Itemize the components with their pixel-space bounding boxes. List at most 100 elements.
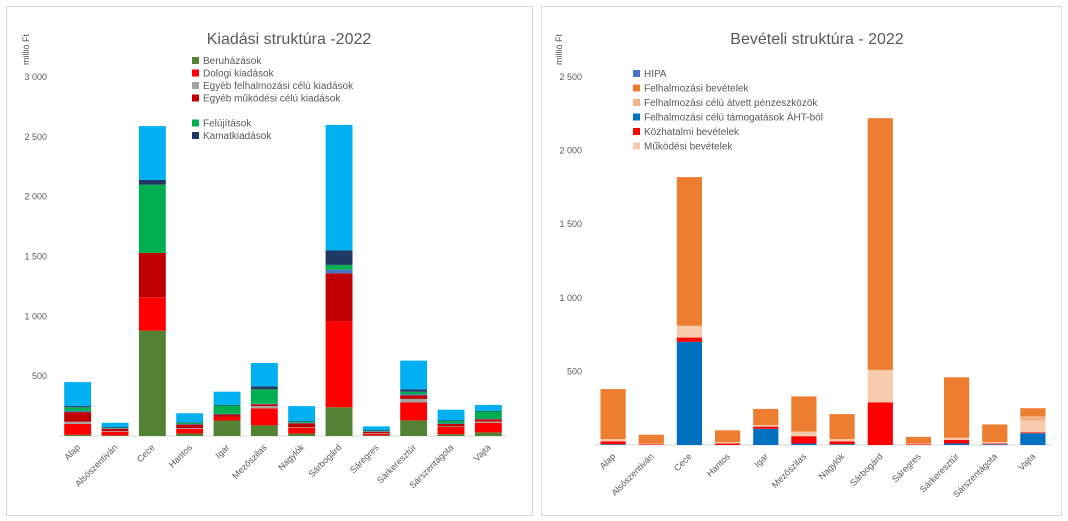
legend-swatch [192, 94, 199, 102]
bar-segment [867, 402, 893, 445]
bar-segment [325, 273, 353, 322]
bar-segment [288, 427, 316, 434]
bar-segment [362, 433, 390, 436]
x-category-label: Igar [752, 451, 770, 469]
x-category-label: Hantos [705, 451, 733, 479]
bar-segment [753, 408, 779, 426]
bar-segment [982, 442, 1008, 444]
bar-segment [474, 411, 502, 419]
bar-segment [982, 443, 1008, 445]
bar-segment [213, 391, 241, 405]
legend-swatch [192, 132, 199, 139]
bar-segment [715, 430, 741, 443]
bar-segment [753, 428, 779, 445]
bar-segment [325, 407, 353, 436]
y-tick-label: 2 500 [559, 72, 582, 82]
x-category-label: Cece [135, 442, 157, 464]
x-category-label: Sáregres [348, 442, 381, 475]
bar-segment [753, 425, 779, 427]
bar-segment [829, 444, 855, 445]
y-tick-label: 2 000 [24, 192, 47, 202]
bar-segment [64, 412, 92, 422]
bar-segment [829, 439, 855, 442]
bar-segment [362, 433, 390, 434]
bar-segment [791, 431, 817, 437]
bar-segment [638, 434, 664, 444]
bar-segment [362, 430, 390, 432]
bar-segment [250, 425, 278, 436]
legend-swatch [633, 84, 640, 92]
x-category-label: Mezőszilas [230, 442, 269, 481]
chart-title: Kiadási struktúra -2022 [207, 31, 372, 48]
legend-swatch [633, 128, 640, 135]
x-category-label: Sárbogárd [848, 451, 885, 488]
bar-segment [600, 389, 626, 440]
x-category-label: Alap [62, 442, 82, 462]
bar-segment [176, 428, 204, 434]
bar-segment [400, 389, 428, 392]
bar-segment [288, 421, 316, 423]
bar-segment [288, 423, 316, 427]
bar-segment [638, 443, 664, 445]
bar-segment [400, 391, 428, 395]
bar-segment [250, 386, 278, 390]
legend-swatch [633, 142, 640, 150]
bar-segment [474, 418, 502, 420]
bar-segment [715, 442, 741, 444]
bar-segment [64, 407, 92, 411]
bar-segment [791, 436, 817, 444]
legend-swatch [192, 82, 199, 89]
bar-segment [676, 337, 702, 342]
legend-entry: Egyéb működési célú kiadások [203, 94, 341, 105]
bar-segment [944, 377, 970, 438]
bar-segment [437, 424, 465, 427]
bar-segment [944, 437, 970, 440]
bar-segment [101, 435, 129, 436]
bar-segment [288, 421, 316, 422]
bar-segment [250, 363, 278, 387]
y-tick-label: 500 [32, 371, 47, 381]
bar-segment [437, 423, 465, 424]
bar-segment [474, 432, 502, 436]
bar-segment [213, 405, 241, 414]
bar-segment [362, 430, 390, 431]
legend-swatch [192, 69, 199, 77]
legend-entry: Felújítások [203, 119, 252, 130]
bar-segment [474, 410, 502, 412]
bar-segment [325, 124, 353, 251]
legend-entry: HIPA [644, 69, 667, 80]
bar-segment [101, 431, 129, 432]
legend-swatch [192, 119, 199, 127]
bar-segment [437, 427, 465, 435]
bar-segment [250, 404, 278, 407]
bar-segment [400, 420, 428, 436]
bar-segment [288, 422, 316, 424]
revenue-chart-svg: Bevételi struktúra - 2022 millió Ft 500 1 0… [554, 31, 1052, 499]
bar-segment [1020, 433, 1046, 445]
bar-segment [213, 414, 241, 417]
x-category-label: Cece [672, 451, 694, 473]
bar-segment [944, 439, 970, 444]
bar-segment [437, 420, 465, 421]
bar-segment [250, 403, 278, 405]
bar-segment [325, 250, 353, 265]
y-tick-label: 1 500 [559, 219, 582, 229]
bar-segment [250, 389, 278, 404]
bar-segment [101, 428, 129, 432]
bar-segment [753, 426, 779, 429]
x-category-label: Vajta [472, 442, 493, 463]
bar-segment [362, 431, 390, 432]
bar-segment [101, 427, 129, 428]
x-category-label: Sárbogárd [307, 442, 344, 479]
legend-entry: Dologi kiadások [203, 69, 275, 80]
legend-swatch [633, 70, 640, 77]
x-category-label: Mezőszilas [770, 451, 809, 490]
y-tick-label: 1 000 [559, 293, 582, 303]
bar-segment [176, 422, 204, 423]
bar-segment [176, 428, 204, 429]
bar-segment [600, 444, 626, 445]
y-tick-label: 1 500 [24, 252, 47, 262]
bar-segment [176, 424, 204, 425]
bar-segment [867, 369, 893, 403]
legend-swatch [633, 113, 640, 121]
